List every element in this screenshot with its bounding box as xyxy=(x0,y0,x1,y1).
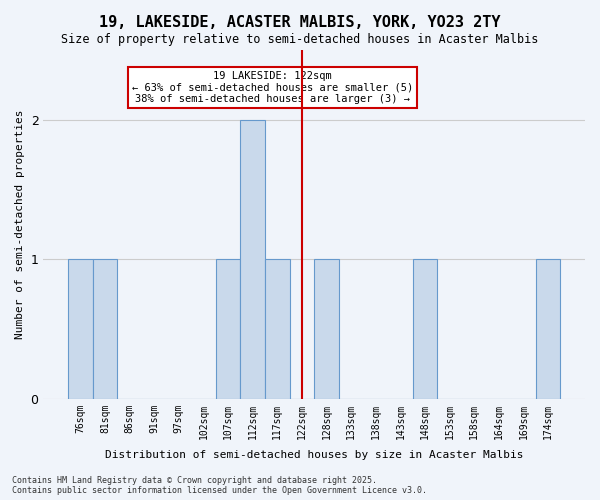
Y-axis label: Number of semi-detached properties: Number of semi-detached properties xyxy=(15,110,25,339)
Bar xyxy=(265,260,290,399)
Bar xyxy=(314,260,339,399)
Bar xyxy=(241,120,265,399)
Text: Size of property relative to semi-detached houses in Acaster Malbis: Size of property relative to semi-detach… xyxy=(61,32,539,46)
Text: 19, LAKESIDE, ACASTER MALBIS, YORK, YO23 2TY: 19, LAKESIDE, ACASTER MALBIS, YORK, YO23… xyxy=(99,15,501,30)
Bar xyxy=(216,260,241,399)
Text: Contains HM Land Registry data © Crown copyright and database right 2025.
Contai: Contains HM Land Registry data © Crown c… xyxy=(12,476,427,495)
Bar xyxy=(92,260,117,399)
Bar xyxy=(536,260,560,399)
Bar xyxy=(413,260,437,399)
X-axis label: Distribution of semi-detached houses by size in Acaster Malbis: Distribution of semi-detached houses by … xyxy=(105,450,523,460)
Text: 19 LAKESIDE: 122sqm
← 63% of semi-detached houses are smaller (5)
38% of semi-de: 19 LAKESIDE: 122sqm ← 63% of semi-detach… xyxy=(132,71,413,104)
Bar xyxy=(68,260,92,399)
